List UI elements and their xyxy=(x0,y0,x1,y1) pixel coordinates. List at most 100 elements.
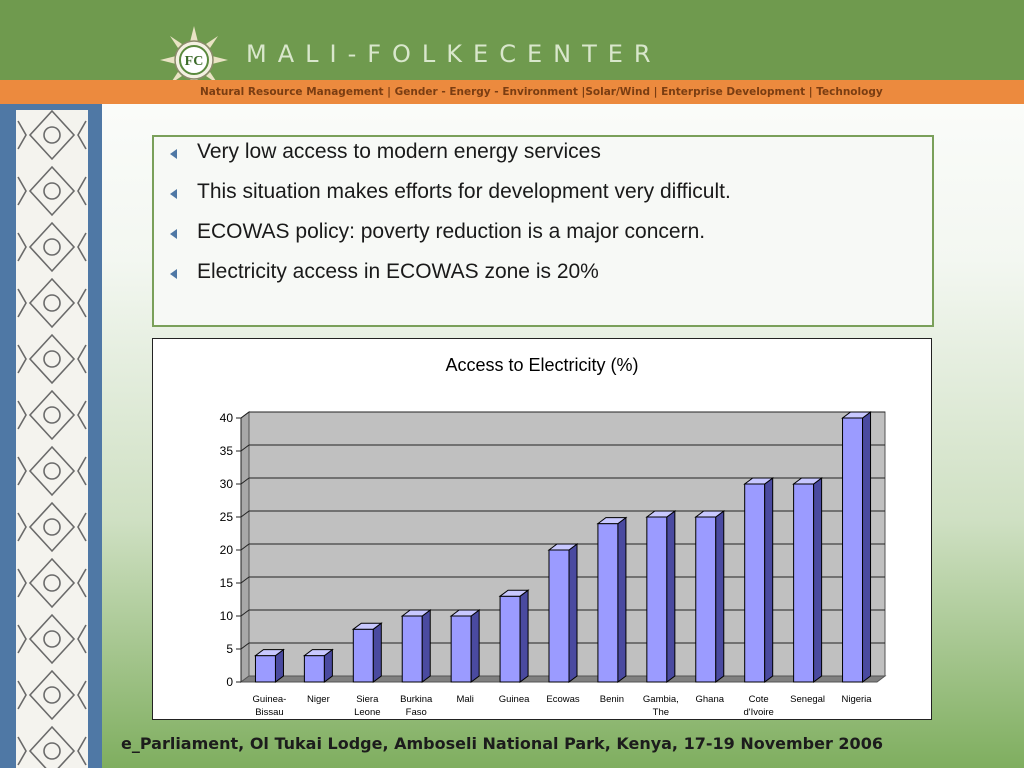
x-tick-label: Siera xyxy=(356,694,379,705)
pattern-diamond xyxy=(28,501,76,553)
bar xyxy=(499,595,521,683)
bar-side xyxy=(666,510,676,683)
y-tick-label: 25 xyxy=(220,510,234,524)
pattern-chevron xyxy=(17,736,87,766)
bullet-arrow-icon xyxy=(170,149,177,159)
pattern-circle xyxy=(43,406,61,424)
y-tick-label: 10 xyxy=(220,609,234,623)
pattern-circle xyxy=(43,238,61,256)
x-tick-label: Ghana xyxy=(696,694,725,705)
chart-title: Access to Electricity (%) xyxy=(445,355,638,375)
bogolan-pattern xyxy=(16,110,88,768)
bar-top xyxy=(253,649,285,657)
y-tick-label: 0 xyxy=(226,675,233,689)
pattern-diamond xyxy=(28,277,76,329)
bullet-arrow-icon xyxy=(170,269,177,279)
pattern-circle xyxy=(43,574,61,592)
x-tick-label: Burkina xyxy=(400,694,433,705)
bar-side xyxy=(617,516,627,683)
bar-top xyxy=(351,622,383,630)
pattern-chevron xyxy=(17,232,87,262)
y-tick-label: 30 xyxy=(220,477,234,491)
bar-top xyxy=(547,543,579,551)
bar xyxy=(597,523,619,683)
x-tick-label: d'Ivoire xyxy=(744,707,774,718)
gridline-side xyxy=(240,510,250,518)
x-tick-label: The xyxy=(653,707,669,718)
bar-top xyxy=(743,477,775,485)
brand-title: MALI-FOLKECENTER xyxy=(246,40,662,68)
bar-side xyxy=(715,510,725,683)
bar-side xyxy=(421,609,431,683)
bar-side xyxy=(862,411,872,683)
pattern-diamond xyxy=(28,165,76,217)
bar xyxy=(254,655,276,683)
bar-side xyxy=(372,622,382,683)
bar xyxy=(548,549,570,683)
bar xyxy=(695,516,717,683)
pattern-diamond xyxy=(28,445,76,497)
y-tick-label: 15 xyxy=(220,576,234,590)
pattern-diamond xyxy=(28,110,76,161)
bar xyxy=(744,483,766,683)
pattern-diamond xyxy=(28,557,76,609)
x-tick-label: Nigeria xyxy=(841,694,872,705)
logo-text: FC xyxy=(185,54,204,69)
x-tick-label: Mali xyxy=(456,694,473,705)
bar-top xyxy=(498,589,530,597)
bar-top xyxy=(694,510,726,518)
pattern-diamond xyxy=(28,389,76,441)
bar xyxy=(401,615,423,683)
y-tick-label: 35 xyxy=(220,444,234,458)
bar-side xyxy=(568,543,578,683)
x-tick-label: Leone xyxy=(354,707,380,718)
pattern-diamond xyxy=(28,613,76,665)
bar-top xyxy=(841,411,873,419)
gridline-side xyxy=(240,444,250,452)
y-tick-label: 20 xyxy=(220,543,234,557)
pattern-circle xyxy=(43,462,61,480)
pattern-diamond xyxy=(28,669,76,721)
bar-side xyxy=(764,477,774,683)
pattern-circle xyxy=(43,126,61,144)
x-tick-label: Gambia, xyxy=(643,694,679,705)
bar-top xyxy=(596,517,628,525)
pattern-circle xyxy=(43,686,61,704)
x-tick-label: Benin xyxy=(600,694,624,705)
pattern-chevron xyxy=(17,120,87,150)
x-tick-label: Senegal xyxy=(790,694,825,705)
x-tick-label: Niger xyxy=(307,694,330,705)
pattern-art xyxy=(17,110,87,768)
footer-text: e_Parliament, Ol Tukai Lodge, Amboseli N… xyxy=(121,734,883,753)
chart-box: Access to Electricity (%) 0 5 10 15 20 25 30 35… xyxy=(152,338,932,720)
pattern-chevron xyxy=(17,344,87,374)
pattern-chevron xyxy=(17,176,87,206)
pattern-circle xyxy=(43,182,61,200)
bullet-arrow-icon xyxy=(170,229,177,239)
bar xyxy=(646,516,668,683)
x-tick-label: Cote xyxy=(749,694,769,705)
bullet-arrow-icon xyxy=(170,189,177,199)
gridline-side xyxy=(240,576,250,584)
x-tick-label: Guinea xyxy=(499,694,530,705)
bar-side xyxy=(813,477,823,683)
pattern-chevron xyxy=(17,624,87,654)
gridline-side xyxy=(240,543,250,551)
header-bar xyxy=(0,0,1024,80)
pattern-chevron xyxy=(17,456,87,486)
pattern-chevron xyxy=(17,512,87,542)
bar xyxy=(842,417,864,683)
bar xyxy=(352,628,374,683)
pattern-circle xyxy=(43,294,61,312)
bar-chart: Access to Electricity (%) 0 5 10 15 20 25 30 35… xyxy=(220,355,887,718)
bar-top xyxy=(449,609,481,617)
x-tick-label: Bissau xyxy=(255,707,284,718)
bar-side xyxy=(470,609,480,683)
gridline-side xyxy=(240,642,250,650)
pattern-diamond xyxy=(28,221,76,273)
bar-side xyxy=(519,589,529,683)
gridline-side xyxy=(240,411,250,419)
bar xyxy=(793,483,815,683)
tagline-stripe xyxy=(0,80,1024,104)
bullet-box xyxy=(152,135,934,327)
